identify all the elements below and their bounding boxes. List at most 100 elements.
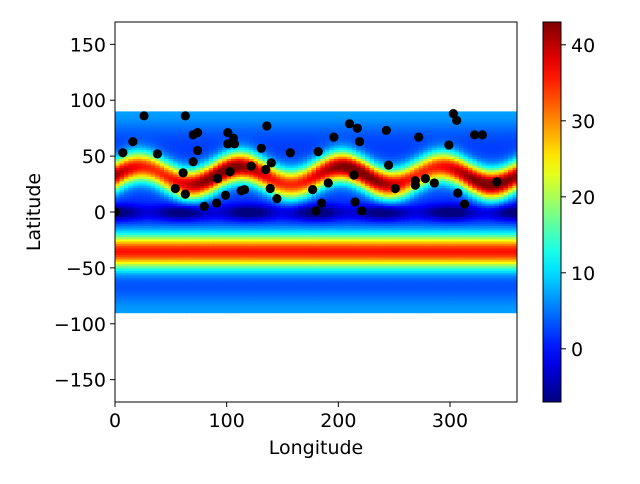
- heatmap-cell: [217, 281, 223, 285]
- heatmap-cell: [115, 147, 121, 151]
- heatmap-cell: [182, 234, 188, 238]
- heatmap-cell: [123, 261, 129, 265]
- heatmap-cell: [249, 288, 255, 291]
- heatmap-cell: [311, 245, 317, 249]
- heatmap-cell: [119, 261, 125, 265]
- heatmap-cell: [164, 308, 170, 311]
- heatmap-cell: [190, 200, 196, 204]
- heatmap-cell: [333, 127, 339, 130]
- heatmap-cell: [240, 169, 246, 173]
- heatmap-cell: [173, 261, 179, 265]
- heatmap-cell: [115, 276, 121, 280]
- heatmap-cell: [199, 256, 205, 260]
- heatmap-cell: [222, 308, 228, 311]
- heatmap-cell: [329, 174, 335, 177]
- heatmap-cell: [231, 310, 237, 314]
- heatmap-cell: [271, 111, 277, 115]
- heatmap-cell: [195, 245, 201, 249]
- heatmap-cell: [177, 153, 183, 157]
- heatmap-cell: [249, 276, 255, 280]
- heatmap-cell: [217, 245, 223, 249]
- heatmap-cell: [266, 234, 272, 238]
- heatmap-cell: [302, 198, 308, 202]
- heatmap-cell: [164, 281, 170, 285]
- heatmap-cell: [266, 178, 272, 182]
- heatmap-cell: [208, 220, 214, 224]
- heatmap-cell: [195, 185, 201, 189]
- heatmap-cell: [284, 196, 290, 200]
- heatmap-cell: [123, 187, 129, 191]
- heatmap-cell: [266, 299, 272, 303]
- heatmap-cell: [244, 261, 250, 265]
- heatmap-cell: [173, 138, 179, 142]
- heatmap-cell: [240, 232, 246, 235]
- heatmap-cell: [298, 171, 304, 175]
- heatmap-cell: [324, 238, 330, 242]
- heatmap-cell: [141, 292, 147, 296]
- heatmap-cell: [141, 241, 147, 244]
- heatmap-cell: [257, 216, 263, 220]
- heatmap-cell: [182, 274, 188, 278]
- heatmap-cell: [320, 265, 326, 269]
- heatmap-cell: [342, 216, 348, 220]
- heatmap-cell: [298, 131, 304, 135]
- heatmap-cell: [128, 256, 134, 260]
- heatmap-cell: [338, 290, 344, 294]
- heatmap-cell: [115, 227, 121, 231]
- heatmap-cell: [115, 220, 121, 224]
- heatmap-cell: [128, 274, 134, 278]
- heatmap-cell: [271, 276, 277, 280]
- heatmap-cell: [119, 140, 125, 144]
- heatmap-cell: [240, 234, 246, 238]
- heatmap-cell: [222, 127, 228, 130]
- heatmap-cell: [320, 232, 326, 235]
- heatmap-cell: [217, 189, 223, 193]
- heatmap-cell: [338, 285, 344, 289]
- heatmap-cell: [204, 156, 210, 159]
- heatmap-cell: [342, 252, 348, 256]
- heatmap-cell: [168, 162, 174, 166]
- heatmap-cell: [351, 236, 357, 240]
- heatmap-cell: [182, 243, 188, 247]
- heatmap-cell: [275, 212, 281, 215]
- heatmap-cell: [115, 274, 121, 278]
- heatmap-cell: [217, 212, 223, 215]
- heatmap-cell: [302, 303, 308, 307]
- heatmap-cell: [235, 194, 241, 197]
- heatmap-cell: [338, 122, 344, 126]
- heatmap-cell: [280, 308, 286, 311]
- heatmap-cell: [289, 261, 295, 265]
- heatmap-cell: [115, 225, 121, 229]
- heatmap-cell: [150, 203, 156, 206]
- heatmap-cell: [177, 194, 183, 197]
- heatmap-cell: [222, 256, 228, 260]
- heatmap-cell: [293, 229, 299, 233]
- heatmap-cell: [226, 205, 232, 209]
- heatmap-cell: [150, 276, 156, 280]
- heatmap-cell: [159, 127, 165, 130]
- heatmap-cell: [307, 250, 313, 253]
- heatmap-cell: [324, 283, 330, 287]
- heatmap-cell: [208, 285, 214, 289]
- heatmap-cell: [351, 218, 357, 222]
- heatmap-cell: [271, 127, 277, 130]
- heatmap-cell: [351, 247, 357, 251]
- heatmap-cell: [150, 200, 156, 204]
- heatmap-cell: [168, 283, 174, 287]
- heatmap-cell: [338, 254, 344, 258]
- heatmap-cell: [307, 158, 313, 162]
- heatmap-field: [115, 111, 517, 314]
- heatmap-cell: [137, 120, 143, 124]
- heatmap-cell: [266, 285, 272, 289]
- heatmap-cell: [356, 225, 362, 229]
- heatmap-cell: [222, 198, 228, 202]
- heatmap-cell: [329, 234, 335, 238]
- heatmap-cell: [289, 270, 295, 273]
- heatmap-cell: [253, 310, 259, 314]
- heatmap-cell: [289, 236, 295, 240]
- heatmap-cell: [280, 203, 286, 206]
- heatmap-cell: [115, 238, 121, 242]
- heatmap-cell: [159, 124, 165, 128]
- heatmap-cell: [235, 160, 241, 164]
- heatmap-cell: [253, 238, 259, 242]
